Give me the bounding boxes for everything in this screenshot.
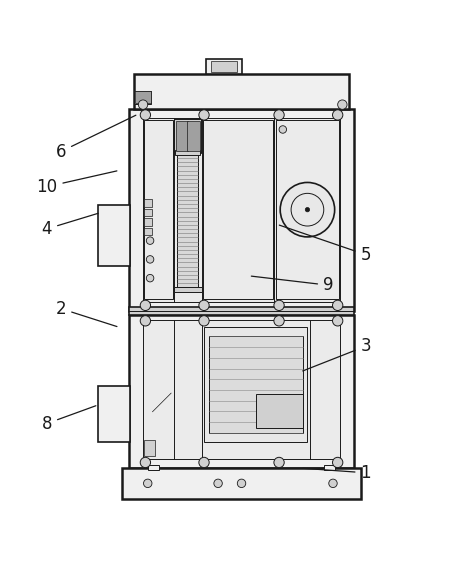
Circle shape <box>274 457 284 468</box>
Circle shape <box>146 274 154 282</box>
Bar <box>256 394 303 428</box>
Text: 8: 8 <box>42 406 96 433</box>
Circle shape <box>140 110 151 120</box>
Bar <box>143 320 340 459</box>
Circle shape <box>274 300 284 311</box>
Bar <box>203 120 273 299</box>
Bar <box>135 91 151 103</box>
Circle shape <box>146 256 154 263</box>
Circle shape <box>140 316 151 326</box>
Circle shape <box>140 457 151 468</box>
Bar <box>177 154 198 288</box>
Bar <box>144 199 152 207</box>
Bar <box>176 121 188 151</box>
Circle shape <box>280 182 335 237</box>
Circle shape <box>274 316 284 326</box>
Circle shape <box>333 316 343 326</box>
Circle shape <box>199 110 209 120</box>
Bar <box>144 218 152 226</box>
Circle shape <box>140 300 151 311</box>
Bar <box>276 120 339 299</box>
Circle shape <box>274 110 284 120</box>
Bar <box>122 468 361 499</box>
Bar <box>129 307 354 315</box>
Bar <box>129 315 354 468</box>
Bar <box>144 228 152 235</box>
Text: 5: 5 <box>280 225 371 264</box>
Bar <box>204 327 307 442</box>
Text: 10: 10 <box>36 171 117 196</box>
Bar <box>324 465 335 471</box>
Bar <box>148 465 159 471</box>
Circle shape <box>333 300 343 311</box>
Bar <box>174 119 201 153</box>
Circle shape <box>338 100 347 109</box>
Circle shape <box>199 316 209 326</box>
Bar <box>174 287 202 292</box>
Text: 3: 3 <box>303 337 371 371</box>
Circle shape <box>214 479 222 488</box>
Circle shape <box>279 126 287 133</box>
Text: 2: 2 <box>56 300 117 327</box>
Circle shape <box>146 237 154 245</box>
Bar <box>143 118 340 302</box>
Bar <box>129 109 354 311</box>
Bar <box>175 150 200 155</box>
Bar <box>211 62 237 72</box>
Bar <box>206 59 242 74</box>
Bar <box>144 209 152 216</box>
Text: 4: 4 <box>42 213 98 238</box>
Bar <box>98 205 130 266</box>
Bar <box>134 90 151 104</box>
Bar <box>209 336 303 433</box>
Bar <box>187 121 200 151</box>
Bar <box>144 440 155 457</box>
Text: 1: 1 <box>303 464 371 482</box>
Bar <box>98 386 130 442</box>
Text: 9: 9 <box>251 276 333 294</box>
Circle shape <box>199 457 209 468</box>
Text: 6: 6 <box>56 115 136 160</box>
Circle shape <box>144 479 152 488</box>
Circle shape <box>237 479 246 488</box>
Circle shape <box>138 100 148 109</box>
Circle shape <box>329 479 337 488</box>
Circle shape <box>333 457 343 468</box>
Circle shape <box>333 110 343 120</box>
Circle shape <box>305 208 310 212</box>
Circle shape <box>199 300 209 311</box>
Bar <box>144 120 173 299</box>
Bar <box>134 74 349 109</box>
